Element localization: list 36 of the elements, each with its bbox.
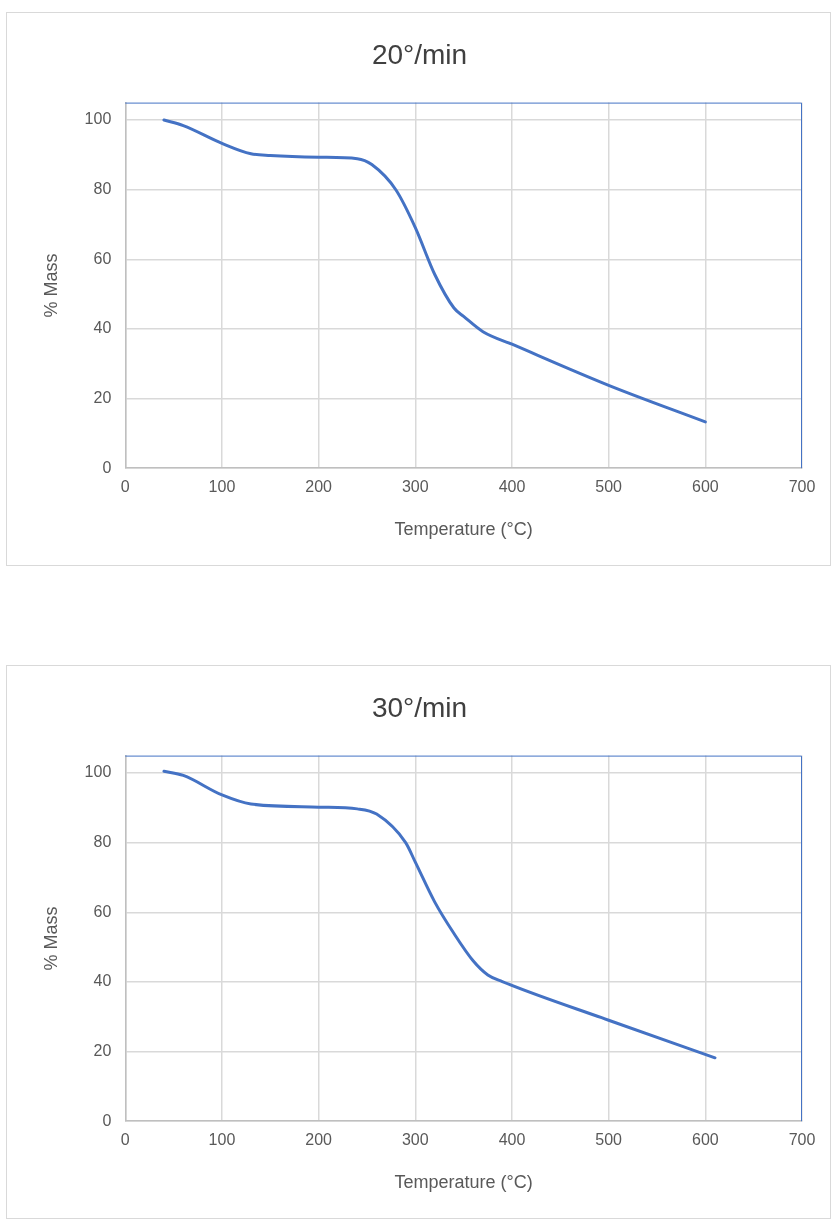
x-tick-label: 300 [401, 1131, 429, 1149]
x-axis-title: Temperature (°C) [394, 1172, 533, 1193]
y-tick-label: 100 [84, 110, 112, 128]
x-tick-label: 300 [401, 478, 429, 496]
line-series [162, 769, 717, 1060]
x-tick-label: 500 [595, 478, 623, 496]
x-tick-label: 600 [691, 1131, 719, 1149]
y-tick-label: 0 [102, 1111, 112, 1129]
x-tick-label: 600 [691, 478, 719, 496]
y-tick-label: 20 [93, 1041, 112, 1059]
y-tick-label: 80 [93, 180, 112, 198]
x-tick-label: 0 [120, 478, 130, 496]
y-tick-label: 80 [93, 833, 112, 851]
y-axis-title: % Mass [40, 906, 61, 971]
y-tick-label: 100 [84, 763, 112, 781]
y-tick-label: 0 [102, 458, 112, 476]
y-tick-label: 40 [93, 972, 112, 990]
y-axis-title: % Mass [40, 253, 61, 318]
x-tick-label: 500 [595, 1131, 623, 1149]
line-series [162, 118, 707, 424]
x-tick-label: 700 [788, 478, 816, 496]
y-tick-label: 60 [93, 902, 112, 920]
x-tick-label: 400 [498, 1131, 526, 1149]
x-tick-label: 100 [208, 478, 236, 496]
x-axis-title: Temperature (°C) [394, 519, 533, 540]
y-tick-label: 60 [93, 249, 112, 267]
x-tick-label: 0 [120, 1131, 130, 1149]
y-tick-label: 40 [93, 319, 112, 337]
x-tick-label: 200 [305, 1131, 333, 1149]
chart-title: 20°/min [371, 38, 468, 70]
x-tick-label: 400 [498, 478, 526, 496]
x-tick-label: 200 [305, 478, 333, 496]
chart-title: 30°/min [371, 691, 468, 723]
x-tick-label: 700 [788, 1131, 816, 1149]
x-tick-label: 100 [208, 1131, 236, 1149]
y-tick-label: 20 [93, 388, 112, 406]
